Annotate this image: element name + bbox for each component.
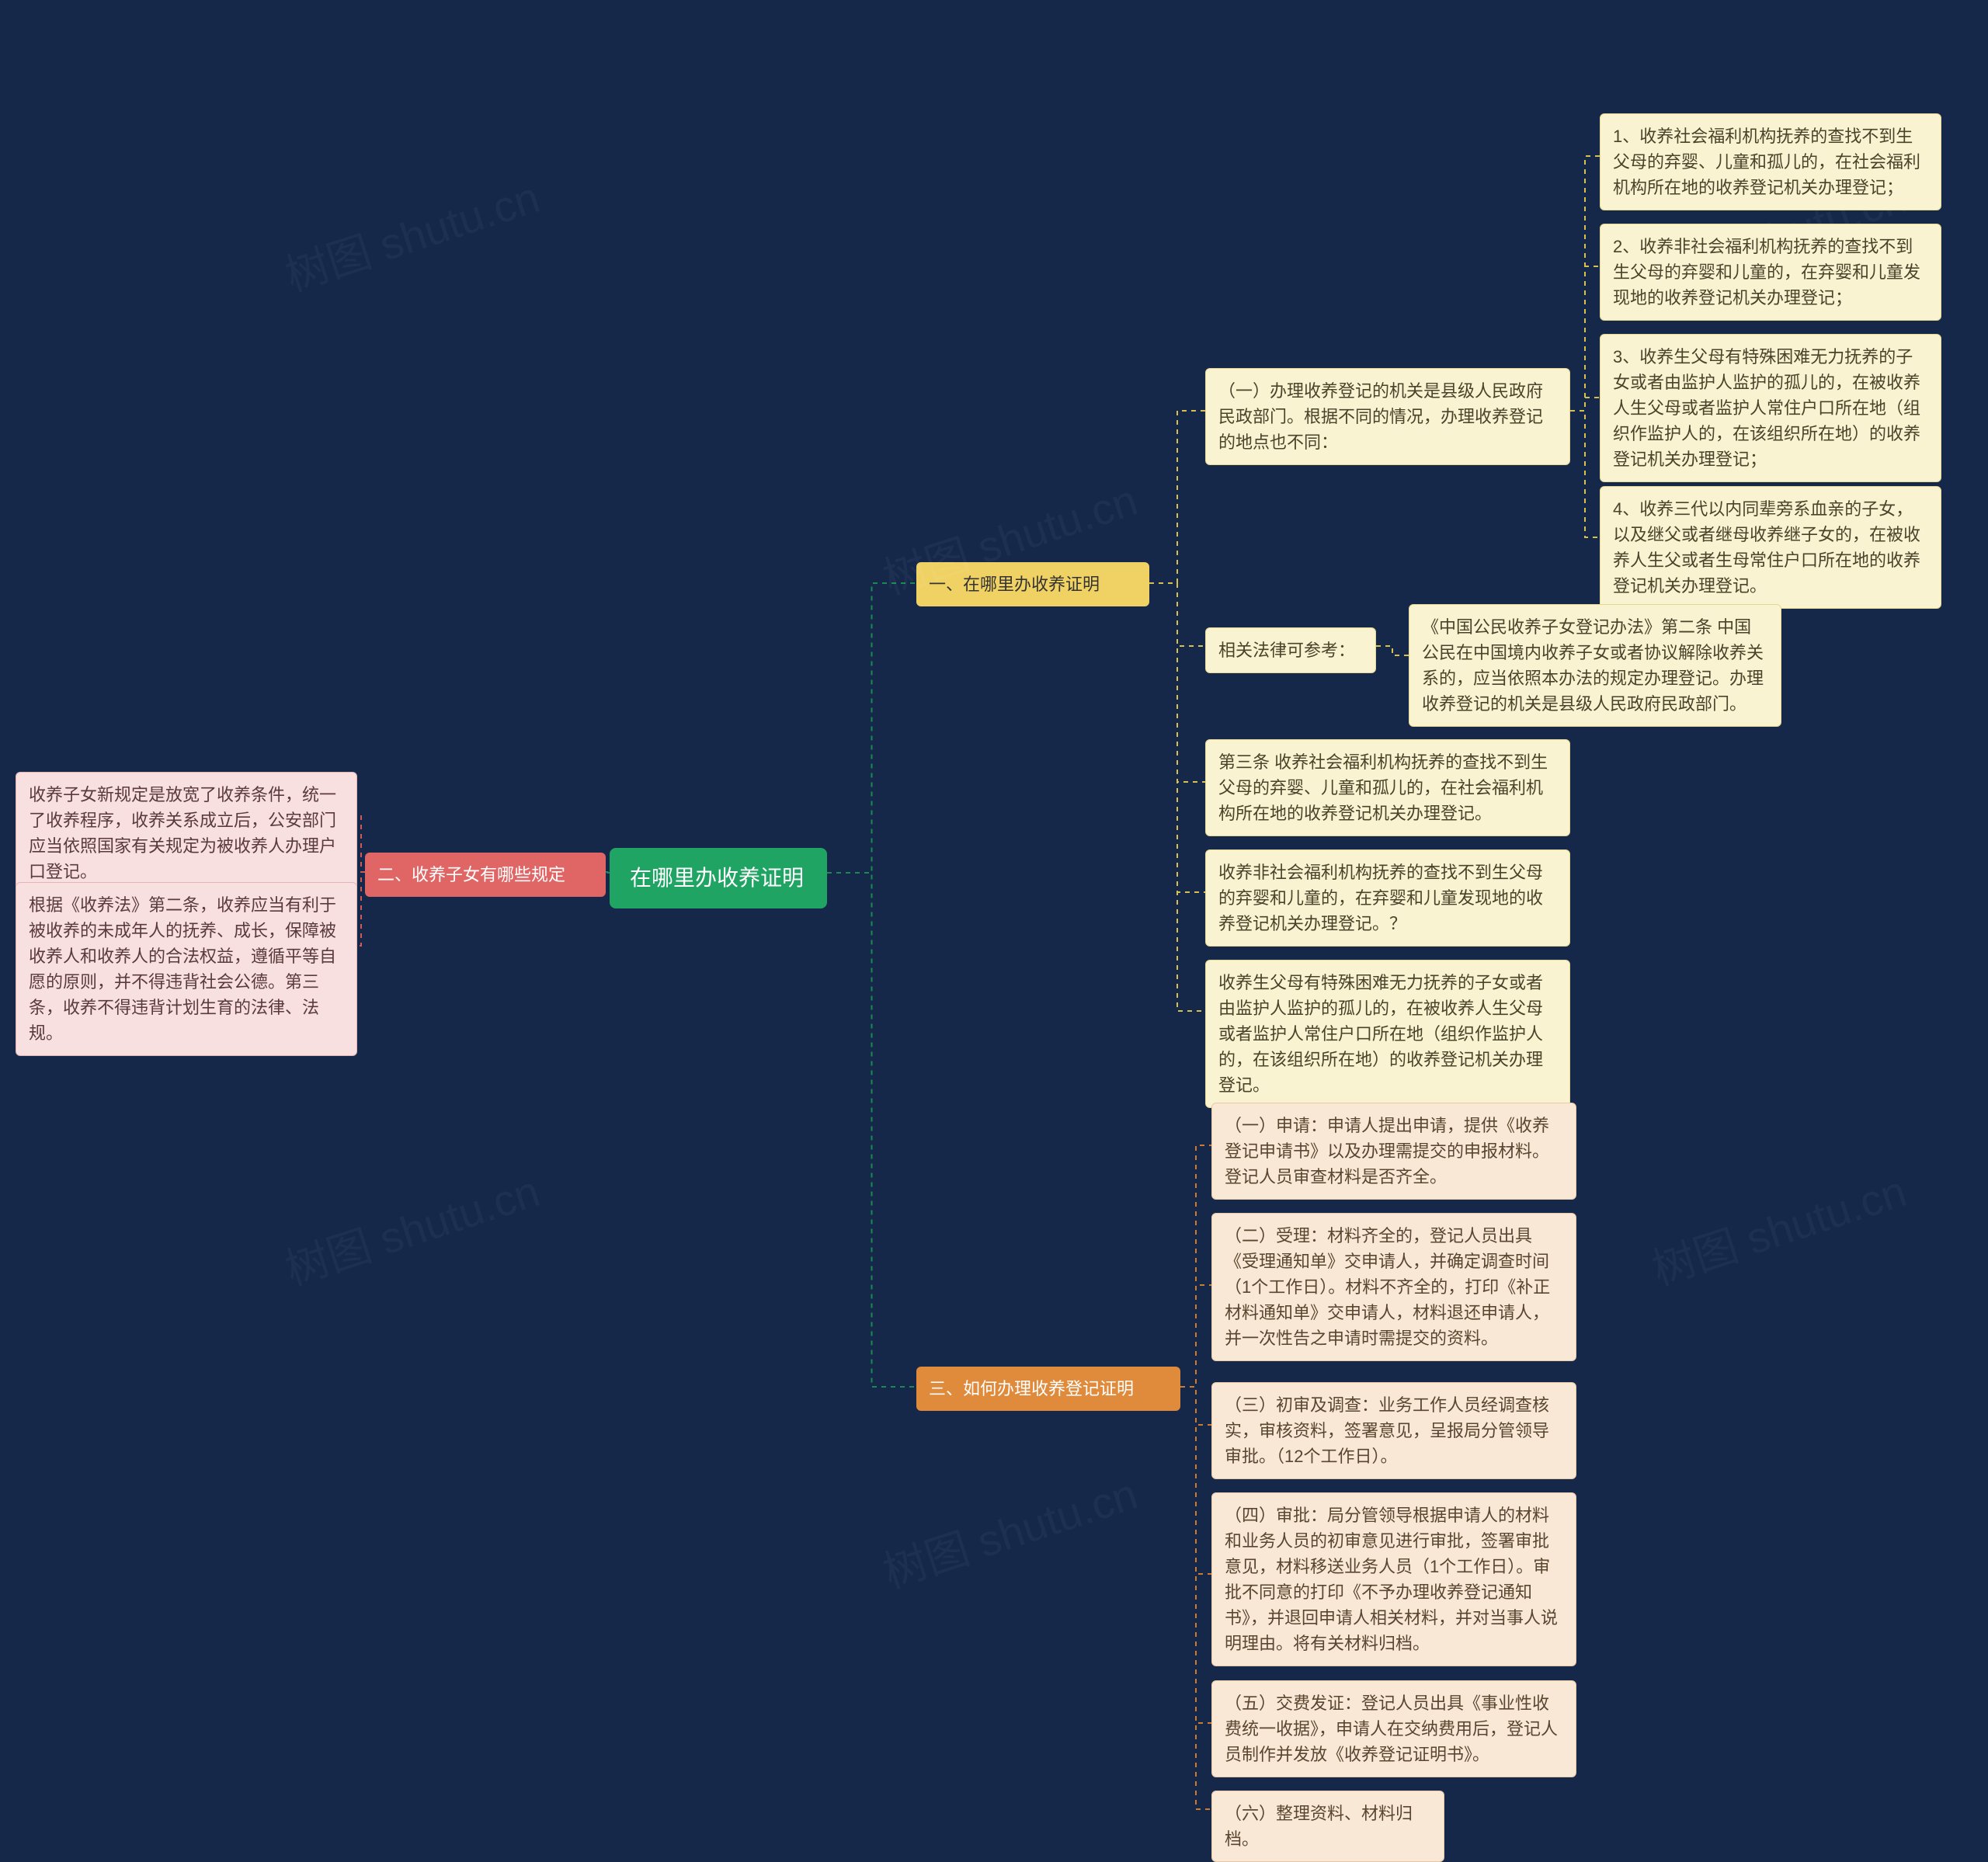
branch2-item0[interactable]: 收养子女新规定是放宽了收养条件，统一了收养程序，收养关系成立后，公安部门应当依照… [16,772,357,895]
branch2-node[interactable]: 二、收养子女有哪些规定 [365,853,606,897]
branch1-sub1-item0[interactable]: 1、收养社会福利机构抚养的查找不到生父母的弃婴、儿童和孤儿的，在社会福利机构所在… [1600,113,1941,210]
root-node[interactable]: 在哪里办收养证明 [610,848,827,908]
branch1-tail2[interactable]: 收养生父母有特殊困难无力抚养的子女或者由监护人监护的孤儿的，在被收养人生父母或者… [1205,960,1570,1108]
branch3-node[interactable]: 三、如何办理收养登记证明 [916,1367,1180,1411]
branch1-tail1[interactable]: 收养非社会福利机构抚养的查找不到生父母的弃婴和儿童的，在弃婴和儿童发现地的收养登… [1205,849,1570,947]
branch3-item5[interactable]: （六）整理资料、材料归档。 [1211,1791,1444,1862]
watermark: 树图 shutu.cn [1643,1157,1913,1298]
branch3-item4[interactable]: （五）交费发证：登记人员出具《事业性收费统一收据》，申请人在交纳费用后，登记人员… [1211,1680,1576,1777]
branch1-tail0[interactable]: 第三条 收养社会福利机构抚养的查找不到生父母的弃婴、儿童和孤儿的，在社会福利机构… [1205,739,1570,836]
branch3-item1[interactable]: （二）受理：材料齐全的，登记人员出具《受理通知单》交申请人，并确定调查时间（1个… [1211,1213,1576,1361]
branch3-item3[interactable]: （四）审批：局分管领导根据申请人的材料和业务人员的初审意见进行审批，签署审批意见… [1211,1492,1576,1666]
watermark: 树图 shutu.cn [276,163,547,304]
branch1-sub1-item2[interactable]: 3、收养生父母有特殊困难无力抚养的子女或者由监护人监护的孤儿的，在被收养人生父母… [1600,334,1941,482]
watermark: 树图 shutu.cn [874,1460,1145,1601]
branch1-sub1[interactable]: （一）办理收养登记的机关是县级人民政府民政部门。根据不同的情况，办理收养登记的地… [1205,368,1570,465]
branch1-node[interactable]: 一、在哪里办收养证明 [916,562,1149,606]
branch3-item2[interactable]: （三）初审及调查：业务工作人员经调查核实，审核资料，签署意见，呈报局分管领导审批… [1211,1382,1576,1479]
branch1-sub2[interactable]: 相关法律可参考： [1205,627,1376,673]
branch1-sub1-item3[interactable]: 4、收养三代以内同辈旁系血亲的子女，以及继父或者继母收养继子女的，在被收养人生父… [1600,486,1941,609]
watermark: 树图 shutu.cn [276,1157,547,1298]
branch3-item0[interactable]: （一）申请：申请人提出申请，提供《收养登记申请书》以及办理需提交的申报材料。登记… [1211,1103,1576,1200]
branch1-sub2-item[interactable]: 《中国公民收养子女登记办法》第二条 中国公民在中国境内收养子女或者协议解除收养关… [1409,604,1781,727]
branch2-item1[interactable]: 根据《收养法》第二条，收养应当有利于被收养的未成年人的抚养、成长，保障被收养人和… [16,882,357,1056]
branch1-sub1-item1[interactable]: 2、收养非社会福利机构抚养的查找不到生父母的弃婴和儿童的，在弃婴和儿童发现地的收… [1600,224,1941,321]
